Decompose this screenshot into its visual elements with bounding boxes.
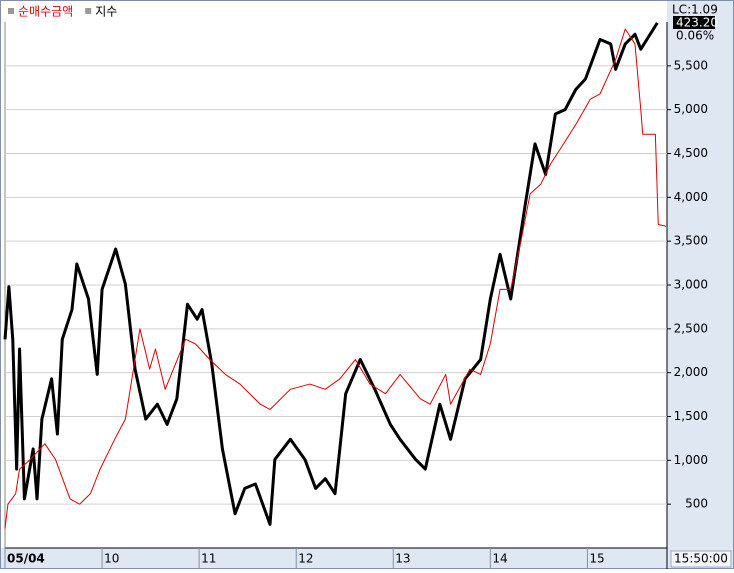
annotation-last: 423.20 (676, 16, 718, 30)
y-tick-label: 4,000 (674, 190, 708, 204)
series-line (4, 28, 667, 529)
y-tick-label: 2,000 (674, 365, 708, 379)
x-tick-label: 12 (298, 552, 313, 566)
x-tick-label: 15 (589, 552, 604, 566)
y-tick-label: 5,500 (674, 58, 708, 72)
legend-label: 지수 (95, 5, 117, 19)
right-axis-panel (667, 1, 733, 568)
legend-swatch (8, 8, 14, 14)
legend-swatch (85, 8, 92, 14)
annotation-change: 0.06% (676, 29, 714, 43)
annotation-lc: LC:1.09 (672, 3, 718, 17)
y-tick-label: 4,500 (674, 146, 708, 160)
time-box (670, 550, 732, 568)
last-value-box (673, 16, 715, 29)
plot (3, 22, 667, 529)
bottom-axis-panel (1, 548, 667, 568)
y-tick-label: 1,000 (674, 453, 708, 467)
x-tick-label: 11 (201, 552, 216, 566)
time-label: 15:50:00 (674, 552, 728, 566)
y-tick-label: 500 (685, 497, 708, 511)
y-tick-label: 1,500 (674, 409, 708, 423)
grid (5, 65, 667, 505)
y-tick-label: 5,000 (674, 102, 708, 116)
x-tick-label: 05/04 (7, 552, 45, 566)
x-tick-label: 14 (492, 552, 507, 566)
y-tick-label: 3,000 (674, 278, 708, 292)
legend: 순매수금액 지수 (8, 5, 117, 19)
y-tick-label: 3,500 (674, 234, 708, 248)
legend-label: 순매수금액 (18, 5, 73, 19)
x-tick-label: 10 (104, 552, 119, 566)
x-tick-label: 13 (395, 552, 410, 566)
y-tick-label: 2,500 (674, 321, 708, 335)
